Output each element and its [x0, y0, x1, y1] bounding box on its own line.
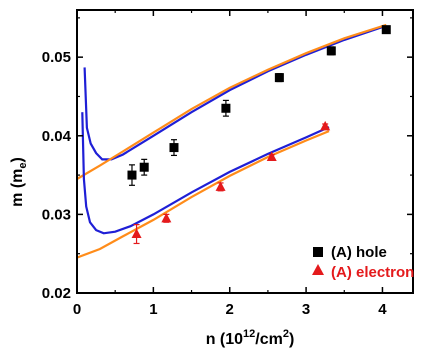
triangle-marker — [131, 228, 142, 239]
data-points — [127, 25, 391, 245]
x-axis-label: n (1012/cm2) — [206, 328, 295, 348]
legend-hole-label: (A) hole — [331, 244, 387, 261]
triangle-marker — [266, 151, 277, 162]
square-marker — [221, 103, 231, 113]
hole-point-0 — [127, 164, 137, 186]
x-axis-label-main: n (10 — [206, 331, 243, 348]
square-marker — [381, 25, 391, 35]
electron-point-3 — [266, 151, 277, 162]
hole-point-4 — [274, 73, 284, 83]
square-marker — [127, 170, 137, 180]
electron-point-1 — [161, 212, 172, 223]
model-curves — [76, 23, 387, 259]
square-marker — [169, 143, 179, 153]
hole-point-5 — [326, 46, 336, 56]
legend-electron-marker — [312, 264, 324, 275]
y-axis-label: m (me) — [9, 157, 29, 207]
electron-point-4 — [320, 120, 331, 131]
y-axis-label-close: ) — [9, 157, 26, 162]
square-marker — [326, 46, 336, 56]
y-axis-label-main: m (m — [9, 169, 26, 207]
y-tick-label: 0.05 — [42, 49, 71, 66]
electron-point-2 — [215, 181, 226, 192]
y-axis-label-sub: e — [17, 162, 29, 168]
x-axis-label-exp2: 2 — [283, 328, 289, 340]
model-curve-1 — [76, 23, 387, 180]
x-tick-label: 0 — [73, 301, 81, 318]
hole-point-6 — [381, 25, 391, 35]
square-marker — [139, 162, 149, 172]
square-marker — [274, 73, 284, 83]
triangle-marker — [320, 120, 331, 131]
electron-point-0 — [131, 224, 142, 245]
x-tick-label: 2 — [226, 301, 234, 318]
model-curve-0 — [83, 24, 387, 161]
triangle-marker — [215, 181, 226, 191]
triangle-marker — [161, 212, 172, 223]
model-curve-3 — [76, 130, 330, 259]
model-curve-2 — [81, 112, 330, 235]
legend-hole-marker — [313, 247, 323, 257]
y-tick-label: 0.02 — [42, 285, 71, 302]
hole-point-3 — [221, 99, 231, 117]
x-axis-label-unit: /cm — [255, 331, 283, 348]
hole-point-1 — [139, 158, 149, 176]
x-axis-label-close: ) — [289, 331, 294, 348]
x-tick-label: 1 — [149, 301, 157, 318]
y-tick-label: 0.04 — [42, 128, 72, 145]
x-axis-label-exp: 12 — [243, 328, 255, 340]
plot-frame — [76, 9, 414, 294]
axis-ticks: 0 1 2 3 4 0.02 0.03 0.04 0.05 — [42, 10, 413, 318]
y-tick-label: 0.03 — [42, 206, 71, 223]
legend: (A) hole (A) electron — [312, 244, 414, 281]
x-tick-label: 3 — [302, 301, 310, 318]
x-tick-label: 4 — [378, 301, 387, 318]
legend-electron-label: (A) electron — [331, 264, 414, 281]
hole-point-2 — [169, 139, 179, 157]
